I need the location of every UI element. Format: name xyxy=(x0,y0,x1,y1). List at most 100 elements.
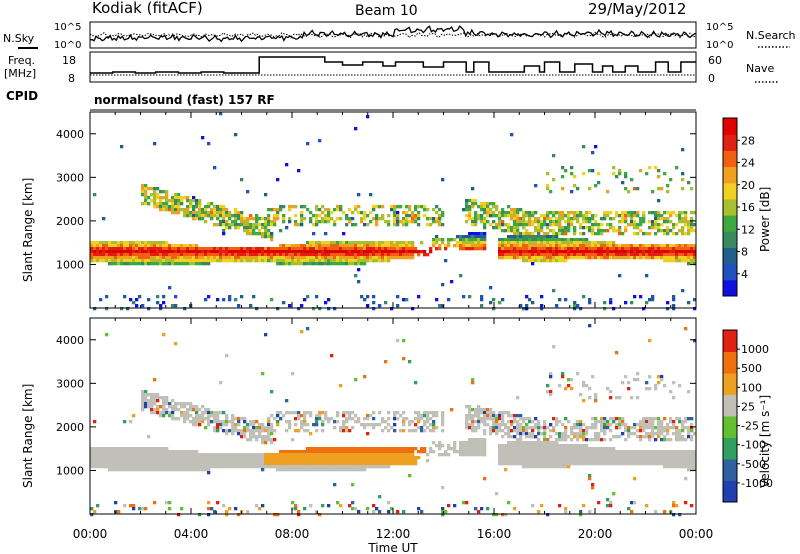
heatmap-cell xyxy=(249,217,253,221)
heatmap-cell xyxy=(129,253,133,257)
heatmap-cell xyxy=(189,262,193,266)
heatmap-cell xyxy=(324,453,328,457)
heatmap-cell xyxy=(582,399,586,403)
heatmap-cell xyxy=(123,504,127,508)
heatmap-cell xyxy=(150,244,154,248)
heatmap-cell xyxy=(120,450,124,454)
heatmap-cell xyxy=(327,250,331,254)
heatmap-cell xyxy=(378,253,382,257)
heatmap-cell xyxy=(630,217,634,221)
heatmap-cell xyxy=(294,214,298,218)
heatmap-cell xyxy=(291,456,295,460)
heatmap-cell xyxy=(249,429,253,433)
heatmap-cell xyxy=(573,453,577,457)
heatmap-cell xyxy=(174,468,178,472)
heatmap-cell xyxy=(201,405,205,409)
heatmap-cell xyxy=(546,447,550,451)
heatmap-cell xyxy=(132,462,136,466)
heatmap-cell xyxy=(549,235,553,239)
heatmap-cell xyxy=(228,223,232,227)
heatmap-cell xyxy=(162,465,166,469)
heatmap-cell xyxy=(267,435,271,439)
heatmap-cell xyxy=(615,396,619,400)
heatmap-cell xyxy=(507,444,511,448)
heatmap-cell xyxy=(288,459,292,463)
heatmap-cell xyxy=(441,420,445,424)
heatmap-cell xyxy=(330,447,334,451)
heatmap-cell xyxy=(267,256,271,260)
heatmap-cell xyxy=(513,238,517,242)
heatmap-cell xyxy=(150,402,154,406)
heatmap-cell xyxy=(507,441,511,445)
heatmap-cell xyxy=(138,459,142,463)
heatmap-cell xyxy=(615,253,619,257)
heatmap-cell xyxy=(561,232,565,236)
heatmap-cell xyxy=(576,435,580,439)
heatmap-cell xyxy=(609,256,613,260)
heatmap-cell xyxy=(123,420,127,424)
heatmap-cell xyxy=(297,465,301,469)
heatmap-cell xyxy=(408,459,412,463)
heatmap-cell xyxy=(162,250,166,254)
heatmap-cell xyxy=(405,253,409,257)
heatmap-cell xyxy=(207,465,211,469)
heatmap-cell xyxy=(471,423,475,427)
heatmap-cell xyxy=(345,259,349,263)
heatmap-cell xyxy=(300,414,304,418)
heatmap-cell xyxy=(186,462,190,466)
heatmap-cell xyxy=(159,250,163,254)
heatmap-cell xyxy=(513,507,517,511)
heatmap-cell xyxy=(336,459,340,463)
heatmap-cell xyxy=(630,453,634,457)
heatmap-cell xyxy=(477,241,481,245)
heatmap-cell xyxy=(567,462,571,466)
heatmap-cell xyxy=(516,247,520,251)
heatmap-cell xyxy=(222,420,226,424)
heatmap-cell xyxy=(582,435,586,439)
heatmap-cell xyxy=(651,456,655,460)
heatmap-cell xyxy=(501,244,505,248)
heatmap-cell xyxy=(594,393,598,397)
colorbar-tick-label: 16 xyxy=(741,201,755,214)
heatmap-cell xyxy=(552,229,556,233)
heatmap-cell xyxy=(633,226,637,230)
heatmap-cell xyxy=(240,417,244,421)
heatmap-cell xyxy=(177,247,181,251)
heatmap-cell xyxy=(687,256,691,260)
heatmap-cell xyxy=(201,208,205,212)
heatmap-cell xyxy=(252,426,256,430)
heatmap-cell xyxy=(666,226,670,230)
heatmap-cell xyxy=(591,253,595,257)
heatmap-cell xyxy=(267,423,271,427)
heatmap-cell xyxy=(402,453,406,457)
heatmap-cell xyxy=(549,247,553,251)
heatmap-cell xyxy=(258,426,262,430)
heatmap-cell xyxy=(165,453,169,457)
heatmap-cell xyxy=(282,214,286,218)
heatmap-cell xyxy=(564,465,568,469)
heatmap-cell xyxy=(372,244,376,248)
heatmap-cell xyxy=(522,426,526,430)
heatmap-cell xyxy=(540,295,544,299)
heatmap-cell xyxy=(579,456,583,460)
heatmap-cell xyxy=(546,444,550,448)
heatmap-cell xyxy=(405,250,409,254)
heatmap-cell xyxy=(150,250,154,254)
heatmap-cell xyxy=(174,202,178,206)
heatmap-cell xyxy=(267,250,271,254)
heatmap-cell xyxy=(216,208,220,212)
heatmap-cell xyxy=(582,456,586,460)
heatmap-cell xyxy=(627,250,631,254)
heatmap-cell xyxy=(609,462,613,466)
heatmap-cell xyxy=(570,223,574,227)
heatmap-cell xyxy=(651,256,655,260)
heatmap-cell xyxy=(156,202,160,206)
heatmap-cell xyxy=(573,241,577,245)
heatmap-cell xyxy=(291,468,295,472)
heatmap-cell xyxy=(318,447,322,451)
heatmap-cell xyxy=(606,498,610,502)
heatmap-cell xyxy=(96,447,100,451)
heatmap-cell xyxy=(165,256,169,260)
heatmap-cell xyxy=(351,211,355,215)
heatmap-cell xyxy=(216,426,220,430)
